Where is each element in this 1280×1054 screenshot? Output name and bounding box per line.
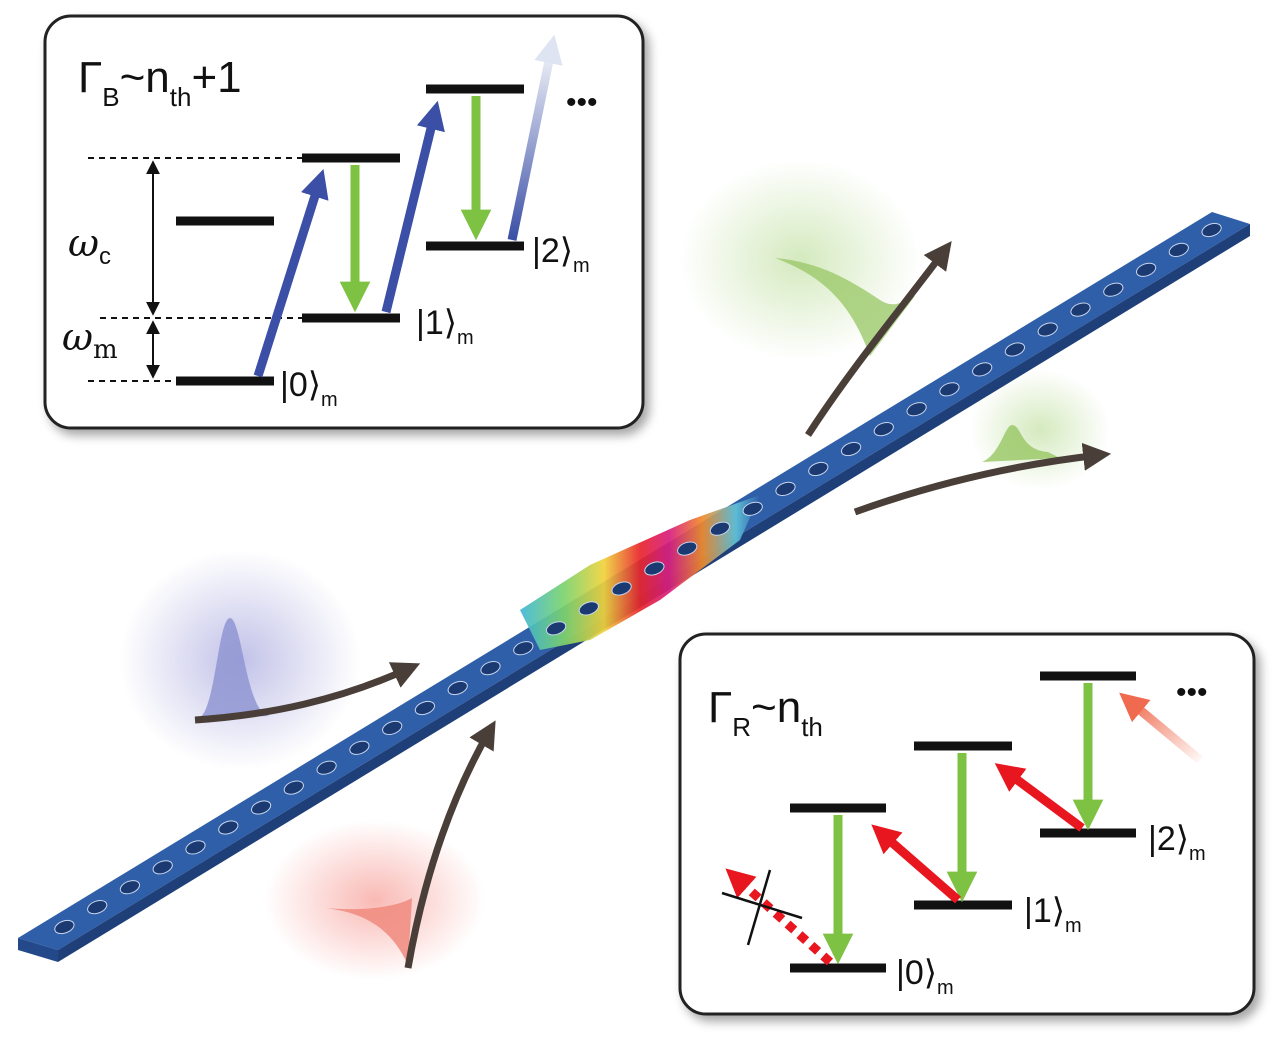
crystal-hole (873, 422, 894, 437)
waveguide-side-face (18, 938, 58, 962)
crystal-hole (545, 621, 567, 636)
blue-transition-2-fading (507, 34, 563, 241)
crystal-hole (447, 680, 468, 696)
crystal-hole (1135, 262, 1157, 277)
bottom-ellipsis: ••• (1176, 676, 1208, 709)
crystal-hole (808, 461, 829, 477)
pulse-glows (120, 160, 1110, 980)
waveguide (18, 212, 1250, 962)
bottom-panel-box (678, 632, 1256, 1016)
blue-transition-0 (253, 169, 329, 378)
omega-c-label: ωc (68, 221, 111, 270)
crystal-hole (1070, 302, 1091, 317)
green-output-pulse-lower (982, 425, 1060, 462)
crystal-hole (677, 541, 698, 556)
red-transition-2 (994, 763, 1085, 832)
forbidden-transition (725, 868, 834, 966)
crystal-hole (87, 900, 108, 915)
top-ket-0: |0⟩m (280, 366, 338, 411)
crystal-hole (480, 661, 501, 676)
crystal-hole (218, 820, 239, 835)
crystal-hole (283, 780, 304, 795)
crystal-hole (939, 382, 960, 397)
red-transition-1 (871, 824, 961, 904)
crystal-hole (709, 521, 731, 536)
red-sideband-panel: ΓR~nth |0⟩m |1⟩m |2⟩m ••• (678, 632, 1256, 1016)
crystal-hole (250, 800, 272, 815)
crystal-hole (906, 402, 927, 417)
crystal-hole (54, 919, 75, 935)
crystal-hole (742, 501, 763, 516)
crystal-hole (1168, 242, 1189, 257)
crystal-hole (644, 561, 665, 576)
crystal-hole (349, 740, 370, 755)
crystal-hole (119, 880, 141, 895)
blue-transition-1 (381, 100, 445, 314)
crystal-hole (611, 581, 632, 596)
red-glow (265, 820, 485, 980)
forbidden-cross-2 (746, 869, 772, 946)
top-ket-1: |1⟩m (416, 304, 474, 349)
crystal-hole (1037, 322, 1058, 337)
crystal-hole (840, 441, 862, 457)
crystal-hole (972, 362, 993, 377)
lower-output-beam (853, 442, 1112, 516)
upper-output-beam (805, 241, 952, 437)
blue-input-beam (194, 662, 421, 724)
red-input-beam (404, 720, 496, 969)
crystal-hole (1201, 222, 1222, 238)
crystal-hole (414, 700, 436, 716)
crystal-hole (513, 641, 534, 656)
crystal-hole (185, 840, 206, 855)
bottom-rate-label: ΓR~nth (708, 683, 823, 742)
red-input-pulse (325, 898, 412, 965)
crystal-hole (1004, 342, 1026, 357)
top-panel-box (43, 14, 645, 430)
red-transition-3-fading (1119, 692, 1203, 764)
crystal-hole (316, 760, 337, 775)
crystal-hole (578, 601, 599, 616)
bottom-ket-2: |2⟩m (1148, 820, 1206, 865)
crystal-hole (1103, 282, 1124, 297)
photonic-crystal-holes (54, 222, 1222, 935)
forbidden-cross (721, 891, 803, 920)
bottom-ket-0: |0⟩m (896, 954, 954, 999)
blue-input-pulse (198, 618, 270, 718)
blue-sideband-panel: ΓB~nth+1 ωc ωm |0⟩m |1⟩m (43, 14, 645, 430)
top-rate-label: ΓB~nth+1 (78, 53, 242, 112)
beam-arrows (194, 241, 1112, 969)
crystal-hole (382, 720, 403, 735)
top-ellipsis: ••• (566, 86, 598, 119)
crystal-hole (775, 481, 796, 496)
crystal-hole (152, 860, 173, 875)
bottom-ket-1: |1⟩m (1024, 892, 1082, 937)
top-ket-2: |2⟩m (532, 232, 590, 277)
omega-m-label: ωm (62, 315, 118, 365)
